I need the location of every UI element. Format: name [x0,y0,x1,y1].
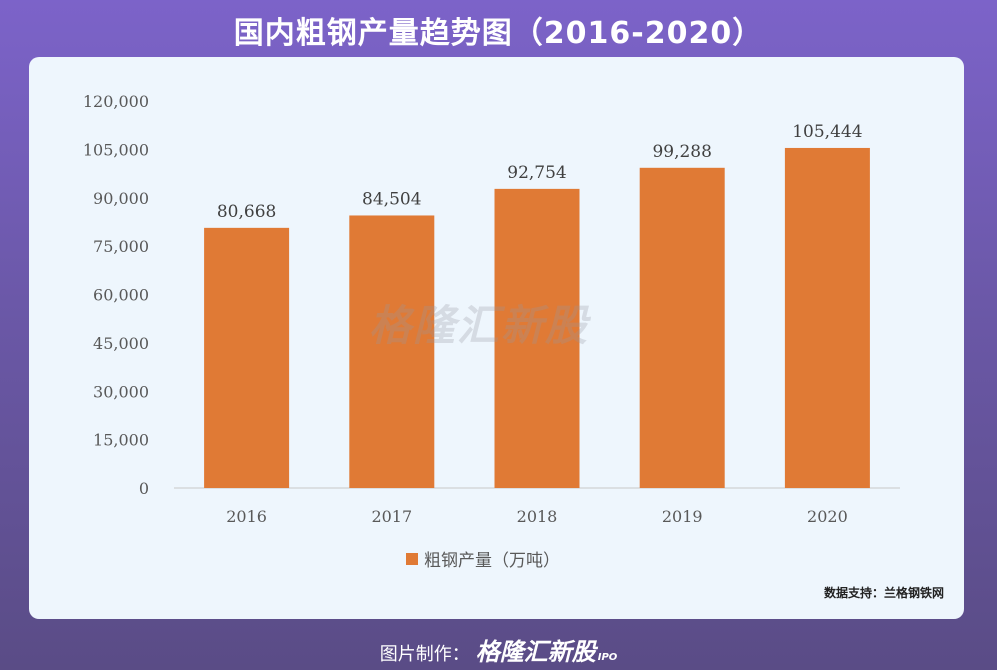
x-tick-label: 2019 [662,507,703,526]
data-label: 92,754 [507,163,566,183]
page-title: 国内粗钢产量趋势图（2016-2020） [233,16,764,51]
data-label: 105,444 [792,122,862,142]
footer-logo: 格隆汇新股 [475,638,596,666]
y-tick-label: 90,000 [93,189,149,208]
y-tick-label: 30,000 [93,382,149,401]
data-source: 数据支持：兰格钢铁网 [823,586,944,600]
x-tick-label: 2017 [371,507,412,526]
footer-label: 图片制作： [379,644,470,665]
legend: 粗钢产量（万吨） [406,546,560,571]
data-label: 80,668 [217,202,276,222]
footer-logo-sub: IPO [597,652,618,663]
y-tick-label: 75,000 [93,237,149,256]
data-label: 84,504 [362,189,421,209]
watermark: 格隆汇新股 [369,301,590,350]
chart-card: 0 15,000 30,000 45,000 60,000 75,000 90,000 105… [29,57,964,619]
x-tick-label: 2020 [807,507,848,526]
footer: 图片制作： 格隆汇新股 IPO [0,632,997,667]
y-tick-label: 60,000 [93,286,149,305]
bar [494,188,580,488]
bar [349,215,435,488]
bar [784,147,870,488]
y-tick-label: 15,000 [93,431,149,450]
y-tick-label: 120,000 [83,92,149,111]
legend-swatch [406,552,418,565]
x-tick-label: 2018 [517,507,558,526]
data-label: 99,288 [652,142,711,162]
y-tick-label: 45,000 [93,334,149,353]
bar [639,167,725,488]
x-tick-label: 2016 [226,507,267,526]
y-tick-label: 0 [139,479,149,498]
bar [204,227,290,488]
y-tick-label: 105,000 [83,140,149,159]
legend-label: 粗钢产量（万吨） [424,551,560,571]
bar-chart: 0 15,000 30,000 45,000 60,000 75,000 90,000 105… [83,92,900,526]
